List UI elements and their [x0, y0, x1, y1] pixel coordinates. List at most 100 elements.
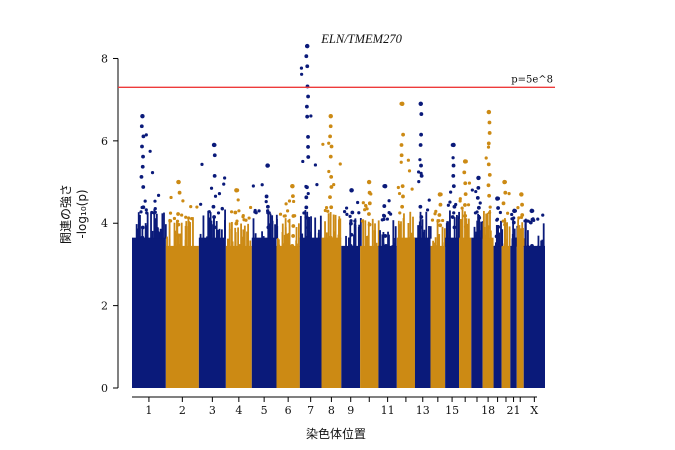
snp-point — [276, 226, 279, 239]
snp-point — [247, 216, 251, 220]
snp-point — [429, 226, 432, 239]
y-tick-label: 6 — [101, 135, 108, 148]
x-axis-title: 染色体位置 — [306, 426, 366, 441]
gene-annotation: ELN/TMEM270 — [320, 32, 402, 46]
snp-point — [458, 211, 460, 239]
snp-point — [367, 221, 370, 247]
snp-point — [228, 228, 231, 247]
snp-point — [328, 124, 333, 129]
snp-point — [291, 224, 296, 228]
snp-point — [266, 225, 271, 230]
snp-point — [385, 217, 389, 221]
snp-point — [367, 222, 372, 227]
snp-point — [407, 169, 412, 173]
snp-point — [487, 226, 490, 239]
snp-point — [432, 240, 434, 247]
snp-point — [252, 218, 255, 239]
snp-point — [483, 226, 486, 239]
snp-point — [176, 222, 181, 227]
snp-point — [419, 132, 423, 137]
snp-point — [305, 235, 310, 240]
snp-point — [487, 172, 492, 177]
snp-point — [209, 212, 212, 239]
snp-point — [387, 211, 391, 215]
snp-point — [541, 239, 544, 247]
chromosome-band-16 — [459, 237, 472, 388]
snp-point — [475, 195, 480, 200]
snp-point — [485, 213, 488, 239]
snp-point — [238, 244, 241, 247]
snp-point — [287, 199, 292, 203]
snp-point — [418, 204, 423, 209]
snp-point — [430, 218, 435, 222]
snp-point — [396, 185, 400, 190]
snp-point — [498, 210, 502, 215]
snp-point — [487, 131, 492, 135]
snp-point — [328, 195, 332, 200]
snp-point — [172, 216, 177, 221]
snp-point — [480, 221, 483, 239]
snp-point — [274, 225, 277, 239]
y-tick-label: 2 — [101, 300, 108, 313]
chromosome-band-6 — [276, 245, 300, 388]
snp-point — [175, 219, 180, 223]
snp-point — [305, 185, 309, 190]
snp-point — [161, 213, 164, 239]
snp-point — [524, 232, 527, 247]
snp-point — [141, 227, 144, 239]
snp-point — [483, 233, 486, 239]
chromosome-band-4 — [225, 245, 252, 388]
snp-point — [218, 228, 221, 239]
snp-point — [192, 217, 194, 247]
snp-point — [489, 209, 491, 239]
snp-point — [496, 206, 500, 210]
snp-point — [419, 163, 423, 168]
snp-point — [399, 143, 404, 147]
snp-point — [451, 173, 456, 178]
snp-point — [476, 220, 479, 239]
top-snp-chr15 — [451, 142, 456, 148]
snp-point — [166, 236, 168, 247]
snp-point — [425, 211, 428, 239]
snp-point — [181, 199, 185, 203]
x-tick-label: 15 — [445, 404, 459, 417]
y-axis-subtitle: -log₁₀(p) — [75, 189, 89, 238]
snp-point — [519, 231, 522, 247]
top-snp-chr22 — [519, 192, 524, 197]
snp-point — [417, 180, 421, 184]
y-tick-label: 0 — [101, 382, 108, 395]
snp-point — [223, 176, 227, 180]
snp-point — [360, 219, 365, 223]
snp-point — [526, 245, 529, 247]
snp-point — [313, 163, 318, 167]
snp-point — [520, 213, 525, 217]
snp-point — [362, 219, 365, 247]
snp-point — [419, 215, 424, 219]
snp-point — [145, 211, 149, 215]
snp-point — [387, 231, 389, 247]
chromosome-band-15 — [445, 237, 460, 388]
snp-point — [357, 211, 361, 215]
snp-point — [384, 243, 388, 248]
snp-point — [517, 219, 520, 247]
snp-point — [155, 213, 158, 239]
snp-point — [326, 209, 330, 213]
snp-point — [393, 242, 396, 247]
snp-point — [461, 219, 464, 239]
snp-point — [332, 182, 336, 187]
snp-point — [277, 239, 280, 247]
snp-point — [542, 223, 545, 247]
snp-point — [365, 236, 368, 247]
snp-point — [305, 225, 310, 230]
snp-point — [504, 245, 507, 247]
snp-point — [309, 114, 313, 118]
snp-point — [222, 182, 226, 186]
snp-point — [436, 245, 439, 247]
snp-point — [412, 216, 414, 239]
snp-point — [234, 221, 239, 226]
snp-point — [168, 218, 171, 247]
snp-point — [141, 185, 146, 189]
top-snp-chr8 — [328, 113, 333, 119]
top-snp-chr11 — [382, 183, 388, 189]
chromosome-band-3 — [198, 237, 226, 388]
